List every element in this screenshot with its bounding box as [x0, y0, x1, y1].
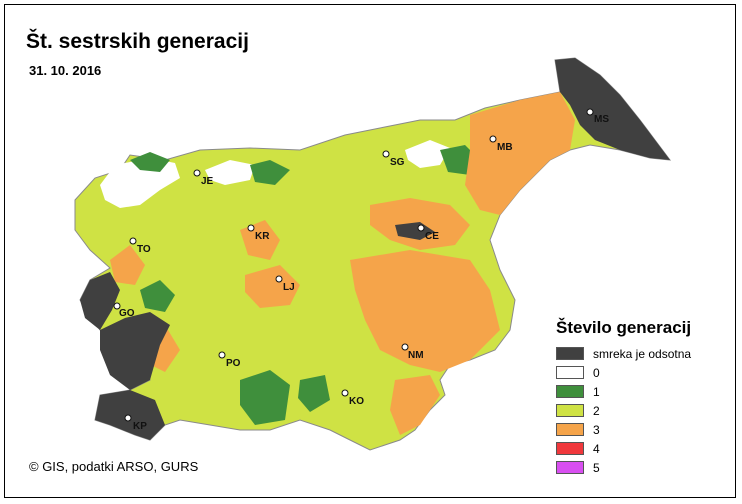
city-label-to: TO	[137, 244, 151, 255]
legend-item-2: 2	[556, 401, 732, 420]
map-title: Št. sestrskih generacij	[26, 30, 249, 53]
zone-one-south	[240, 370, 290, 425]
legend-swatch-4	[556, 442, 584, 455]
map-credit: © GIS, podatki ARSO, GURS	[29, 459, 199, 474]
legend-swatch-3	[556, 423, 584, 436]
city-go: GO	[113, 302, 135, 319]
zone-one-west	[140, 280, 175, 312]
map-date: 31. 10. 2016	[29, 63, 102, 78]
legend-item-4: 4	[556, 439, 732, 458]
city-to: TO	[129, 237, 151, 255]
city-label-mb: MB	[497, 142, 513, 153]
city-label-ce: CE	[425, 231, 439, 242]
zone-three-north-east	[465, 92, 575, 215]
legend-item-absent: smreka je odsotna	[556, 344, 732, 363]
city-po: PO	[218, 351, 241, 369]
zone-three-west	[110, 245, 145, 285]
zone-one-south-east	[298, 375, 330, 412]
zone-absent-goriska	[80, 272, 120, 330]
legend-label-1: 1	[593, 384, 600, 399]
zone-zero-alps-east	[205, 160, 255, 185]
city-ms: MS	[586, 108, 609, 125]
legend-item-0: 0	[556, 363, 732, 382]
zone-one-north-east	[250, 160, 290, 185]
legend-swatch-0	[556, 366, 584, 379]
zone-absent-celje	[395, 222, 435, 240]
legend-label-3: 3	[593, 422, 600, 437]
city-mb: MB	[489, 135, 513, 153]
legend-item-5: 5	[556, 458, 732, 477]
legend-label-2: 2	[593, 403, 600, 418]
legend-item-3: 3	[556, 420, 732, 439]
city-label-po: PO	[226, 358, 241, 369]
zone-one-north	[130, 152, 170, 172]
city-ko: KO	[341, 389, 364, 407]
legend-label-5: 5	[593, 460, 600, 475]
zone-three-ljubljana	[245, 265, 300, 308]
city-label-sg: SG	[390, 157, 405, 168]
city-nm: NM	[401, 343, 424, 361]
legend-label-absent: smreka je odsotna	[593, 346, 692, 361]
city-label-ko: KO	[349, 396, 364, 407]
city-kr: KR	[247, 224, 270, 242]
legend-item-1: 1	[556, 382, 732, 401]
map-legend: Število generacij smreka je odsotna 0 1 …	[556, 318, 732, 477]
zone-zero-pohorje	[405, 140, 450, 168]
map-frame	[4, 4, 736, 498]
zone-absent-karst	[100, 312, 170, 390]
legend-swatch-absent	[556, 347, 584, 360]
city-label-nm: NM	[408, 350, 424, 361]
legend-label-0: 0	[593, 365, 600, 380]
legend-title: Število generacij	[556, 318, 692, 337]
city-label-kr: KR	[255, 231, 270, 242]
zone-absent-prekmurje	[555, 58, 670, 160]
city-label-go: GO	[119, 308, 135, 319]
city-sg: SG	[382, 150, 405, 168]
city-ce: CE	[417, 224, 439, 242]
legend-swatch-1	[556, 385, 584, 398]
zone-absent-koper	[95, 390, 165, 440]
zone-three-south	[390, 375, 440, 435]
city-kp: KP	[124, 414, 147, 432]
legend-swatch-5	[556, 461, 584, 474]
legend-swatch-2	[556, 404, 584, 417]
city-je: JE	[193, 169, 214, 187]
city-label-lj: LJ	[283, 282, 295, 293]
legend-label-4: 4	[593, 441, 600, 456]
city-label-ms: MS	[594, 114, 609, 125]
city-label-je: JE	[201, 176, 214, 187]
city-lj: LJ	[275, 275, 295, 293]
zone-three-south-east	[350, 250, 500, 372]
city-label-kp: KP	[133, 421, 147, 432]
